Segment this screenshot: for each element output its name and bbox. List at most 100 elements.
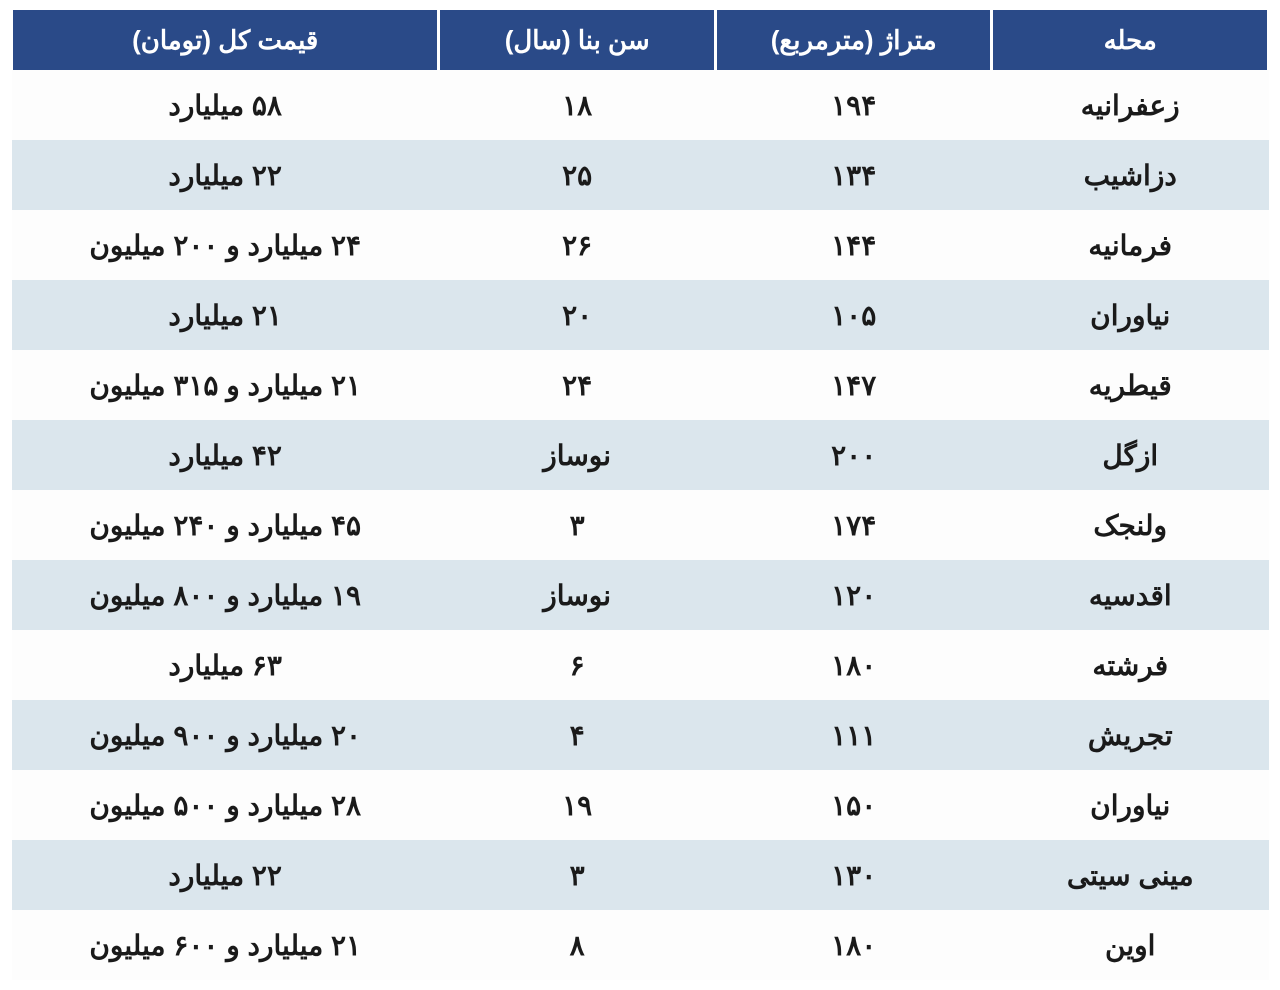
table-row: ولنجک ۱۷۴ ۳ ۴۵ میلیارد و ۲۴۰ میلیون xyxy=(12,490,1269,560)
cell-value: نوساز xyxy=(543,580,611,611)
cell-age: ۳ xyxy=(439,840,716,910)
cell-value: ۳ xyxy=(570,860,585,891)
cell-value: ۱۳۴ xyxy=(831,160,876,191)
cell-area: ۱۷۴ xyxy=(715,490,992,560)
cell-value: ۴ xyxy=(570,720,585,751)
table-row: قیطریه ۱۴۷ ۲۴ ۲۱ میلیارد و ۳۱۵ میلیون xyxy=(12,350,1269,420)
cell-value: نیاوران xyxy=(1090,790,1170,821)
cell-age: ۱۹ xyxy=(439,770,716,840)
cell-value: ۳ xyxy=(570,510,585,541)
cell-price: ۲۸ میلیارد و ۵۰۰ میلیون xyxy=(12,770,439,840)
cell-value: ۲۴ xyxy=(562,370,592,401)
cell-neighborhood: دزاشیب xyxy=(992,140,1269,210)
cell-value: ۴۵ میلیارد و ۲۴۰ میلیون xyxy=(89,510,361,541)
cell-value: فرشته xyxy=(1092,650,1168,681)
cell-value: نیاوران xyxy=(1090,300,1170,331)
cell-value: تجریش xyxy=(1088,720,1173,751)
price-table-container: محله متراژ (مترمربع) سن بنا (سال) قیمت کل (… xyxy=(10,10,1270,980)
cell-value: ۲۴ میلیارد و ۲۰۰ میلیون xyxy=(89,230,361,261)
cell-age: ۲۵ xyxy=(439,140,716,210)
cell-value: فرمانیه xyxy=(1088,230,1172,261)
cell-age: ۸ xyxy=(439,910,716,980)
cell-age: ۲۰ xyxy=(439,280,716,350)
cell-age: ۱۸ xyxy=(439,70,716,140)
cell-area: ۱۳۴ xyxy=(715,140,992,210)
col-header-label: محله xyxy=(1104,25,1157,55)
cell-price: ۲۰ میلیارد و ۹۰۰ میلیون xyxy=(12,700,439,770)
table-row: فرمانیه ۱۴۴ ۲۶ ۲۴ میلیارد و ۲۰۰ میلیون xyxy=(12,210,1269,280)
cell-value: ازگل xyxy=(1102,440,1158,471)
cell-neighborhood: مینی سیتی xyxy=(992,840,1269,910)
cell-value: ۲۰ xyxy=(562,300,592,331)
cell-value: ۱۸ xyxy=(562,90,592,121)
cell-age: ۳ xyxy=(439,490,716,560)
col-header-label: سن بنا (سال) xyxy=(505,25,650,55)
cell-value: ۱۵۰ xyxy=(831,790,876,821)
cell-age: ۲۴ xyxy=(439,350,716,420)
cell-value: ۱۸۰ xyxy=(831,650,876,681)
cell-age: ۴ xyxy=(439,700,716,770)
cell-neighborhood: نیاوران xyxy=(992,280,1269,350)
cell-value: ۲۲ میلیارد xyxy=(168,860,282,891)
cell-area: ۱۴۷ xyxy=(715,350,992,420)
cell-area: ۱۱۱ xyxy=(715,700,992,770)
price-table: محله متراژ (مترمربع) سن بنا (سال) قیمت کل (… xyxy=(10,10,1270,980)
cell-value: ولنجک xyxy=(1093,510,1167,541)
cell-price: ۵۸ میلیارد xyxy=(12,70,439,140)
cell-neighborhood: اقدسیه xyxy=(992,560,1269,630)
table-row: ازگل ۲۰۰ نوساز ۴۲ میلیارد xyxy=(12,420,1269,490)
cell-area: ۲۰۰ xyxy=(715,420,992,490)
cell-value: ۱۹۴ xyxy=(831,90,876,121)
cell-price: ۶۳ میلیارد xyxy=(12,630,439,700)
cell-value: نوساز xyxy=(543,440,611,471)
cell-value: ۸ xyxy=(570,930,585,961)
cell-value: ۲۱ میلیارد و ۳۱۵ میلیون xyxy=(89,370,361,401)
cell-neighborhood: نیاوران xyxy=(992,770,1269,840)
cell-price: ۲۱ میلیارد و ۳۱۵ میلیون xyxy=(12,350,439,420)
cell-value: ۲۶ xyxy=(562,230,592,261)
cell-neighborhood: زعفرانیه xyxy=(992,70,1269,140)
col-header-neighborhood: محله xyxy=(992,10,1269,70)
table-body: زعفرانیه۱۹۴۱۸۵۸ میلیارددزاشیب۱۳۴۲۵۲۲ میل… xyxy=(12,70,1269,980)
cell-value: ۱۴۷ xyxy=(831,370,876,401)
cell-price: ۲۴ میلیارد و ۲۰۰ میلیون xyxy=(12,210,439,280)
col-header-price: قیمت کل (تومان) xyxy=(12,10,439,70)
cell-price: ۴۲ میلیارد xyxy=(12,420,439,490)
cell-value: زعفرانیه xyxy=(1081,90,1180,121)
col-header-label: قیمت کل (تومان) xyxy=(132,25,318,55)
cell-value: ۲۱ میلیارد xyxy=(168,300,282,331)
cell-value: ۵۸ میلیارد xyxy=(168,90,282,121)
cell-value: دزاشیب xyxy=(1084,160,1177,191)
cell-neighborhood: اوین xyxy=(992,910,1269,980)
cell-value: ۲۲ میلیارد xyxy=(168,160,282,191)
cell-price: ۲۱ میلیارد و ۶۰۰ میلیون xyxy=(12,910,439,980)
cell-value: ۱۳۰ xyxy=(831,860,876,891)
cell-value: ۱۲۰ xyxy=(831,580,876,611)
cell-value: ۶ xyxy=(570,650,585,681)
table-row: تجریش ۱۱۱ ۴ ۲۰ میلیارد و ۹۰۰ میلیون xyxy=(12,700,1269,770)
cell-value: ۱۸۰ xyxy=(831,930,876,961)
cell-value: ۱۱۱ xyxy=(831,720,876,751)
cell-neighborhood: فرشته xyxy=(992,630,1269,700)
table-row: نیاوران ۱۵۰ ۱۹۲۸ میلیارد و ۵۰۰ میلیون xyxy=(12,770,1269,840)
table-row: فرشته ۱۸۰ ۶ ۶۳ میلیارد xyxy=(12,630,1269,700)
cell-value: مینی سیتی xyxy=(1067,860,1194,891)
col-header-label: متراژ (مترمربع) xyxy=(771,25,937,55)
cell-value: ۱۹ میلیارد و ۸۰۰ میلیون xyxy=(89,580,361,611)
cell-area: ۱۹۴ xyxy=(715,70,992,140)
cell-area: ۱۴۴ xyxy=(715,210,992,280)
cell-age: نوساز xyxy=(439,420,716,490)
cell-value: ۶۳ میلیارد xyxy=(168,650,282,681)
cell-area: ۱۲۰ xyxy=(715,560,992,630)
cell-area: ۱۰۵ xyxy=(715,280,992,350)
cell-value: قیطریه xyxy=(1089,370,1172,401)
cell-value: ۱۷۴ xyxy=(831,510,876,541)
cell-age: نوساز xyxy=(439,560,716,630)
table-row: اقدسیه ۱۲۰ نوساز ۱۹ میلیارد و ۸۰۰ میلیون xyxy=(12,560,1269,630)
cell-area: ۱۵۰ xyxy=(715,770,992,840)
cell-age: ۶ xyxy=(439,630,716,700)
cell-neighborhood: قیطریه xyxy=(992,350,1269,420)
cell-value: ۴۲ میلیارد xyxy=(168,440,282,471)
cell-neighborhood: تجریش xyxy=(992,700,1269,770)
cell-value: ۲۱ میلیارد و ۶۰۰ میلیون xyxy=(89,930,361,961)
